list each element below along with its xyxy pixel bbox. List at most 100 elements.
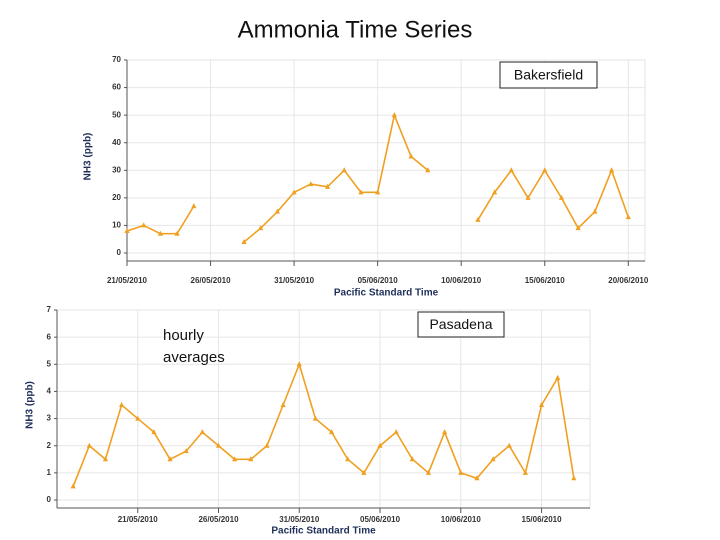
data-point [291,189,297,195]
x-tick-label: 21/05/2010 [118,515,159,524]
data-point [308,181,314,187]
legend-label: Pasadena [429,316,492,332]
data-point [361,469,367,475]
data-point [274,208,280,214]
legend-label: Bakersfield [514,67,583,83]
data-point [124,227,130,233]
data-point [458,469,464,475]
y-tick-label: 1 [47,468,52,477]
data-point [409,456,415,462]
data-point [157,230,164,236]
x-tick-label: 05/06/2010 [360,515,401,524]
data-point [508,167,514,173]
slide-title: Ammonia Time Series [238,16,473,43]
y-tick-label: 30 [112,165,121,174]
data-point [525,194,531,200]
y-tick-label: 50 [112,110,121,119]
data-point [558,194,565,200]
y-axis-label: NH3 (ppb) [25,381,36,429]
data-point [442,429,448,435]
y-tick-label: 3 [47,414,52,423]
data-point [199,429,205,435]
data-point [358,189,364,195]
legend-box [499,61,598,89]
x-tick-label: 20/06/2010 [608,276,649,285]
data-point [571,475,577,481]
data-point [135,415,141,421]
data-point [248,456,254,462]
data-point [258,225,264,231]
x-tick-label: 10/06/2010 [441,515,482,524]
x-tick-label: 15/06/2010 [525,276,566,285]
data-point [151,429,157,435]
y-tick-label: 2 [47,441,52,450]
data-point [425,469,432,475]
y-tick-label: 10 [112,221,121,230]
data-point [312,415,319,421]
data-point [296,361,302,367]
data-point [475,216,481,222]
data-point [377,442,383,448]
data-point [506,442,512,448]
data-point [592,208,598,214]
data-point [393,429,399,435]
data-point [425,167,431,173]
data-point [119,402,125,407]
y-tick-label: 4 [47,387,52,396]
data-point [391,112,397,118]
data-point [86,442,92,448]
x-tick-label: 31/05/2010 [274,276,315,285]
x-tick-label: 05/06/2010 [358,276,399,285]
data-point [70,483,76,489]
plot-frame [126,59,646,262]
data-point [174,230,180,236]
x-axis-label: Pacific Standard Time [271,526,376,537]
data-point [215,442,222,448]
x-axis-label: Pacific Standard Time [334,288,439,299]
y-tick-label: 40 [112,138,121,147]
data-point [141,222,147,228]
legend-box [417,311,505,338]
data-point [522,469,528,475]
data-point [241,238,247,244]
annotation: hourly averages [163,327,225,366]
data-point [341,167,347,173]
data-point [345,456,351,462]
data-point [102,456,109,462]
y-tick-label: 60 [112,83,121,92]
data-point [183,448,189,454]
data-point [490,456,496,462]
x-tick-label: 31/05/2010 [279,515,320,524]
x-tick-label: 10/06/2010 [441,276,482,285]
data-point [542,167,548,173]
data-point [608,167,615,173]
chart: 0 1 2 3 4 5 6 7 21/05/2010 26/05/2010 31/05/2010 05… [25,305,591,537]
data-point [408,153,414,159]
y-tick-label: 5 [47,359,52,368]
y-tick-label: 0 [47,495,52,504]
data-point [167,456,173,462]
y-tick-label: 20 [112,193,121,202]
series-line [72,361,575,487]
data-point [191,203,197,209]
data-point [555,374,561,380]
x-tick-label: 21/05/2010 [107,276,148,285]
x-tick-label: 15/06/2010 [522,515,563,524]
chart: 0 10 20 30 40 50 60 70 21/05/2010 26/05/2010 31/05… [83,55,649,299]
x-tick-label: 26/05/2010 [198,515,239,524]
data-point [538,402,545,407]
y-tick-label: 6 [47,332,52,341]
data-point [375,189,381,195]
data-point [232,456,238,462]
data-point [280,402,286,407]
data-point [492,189,498,195]
data-point [328,429,335,435]
y-tick-label: 7 [47,305,52,314]
x-tick-label: 26/05/2010 [191,276,232,285]
data-point [575,225,581,231]
data-point [264,442,270,448]
data-point [324,183,331,189]
y-axis-label: NH3 (ppb) [83,133,94,181]
